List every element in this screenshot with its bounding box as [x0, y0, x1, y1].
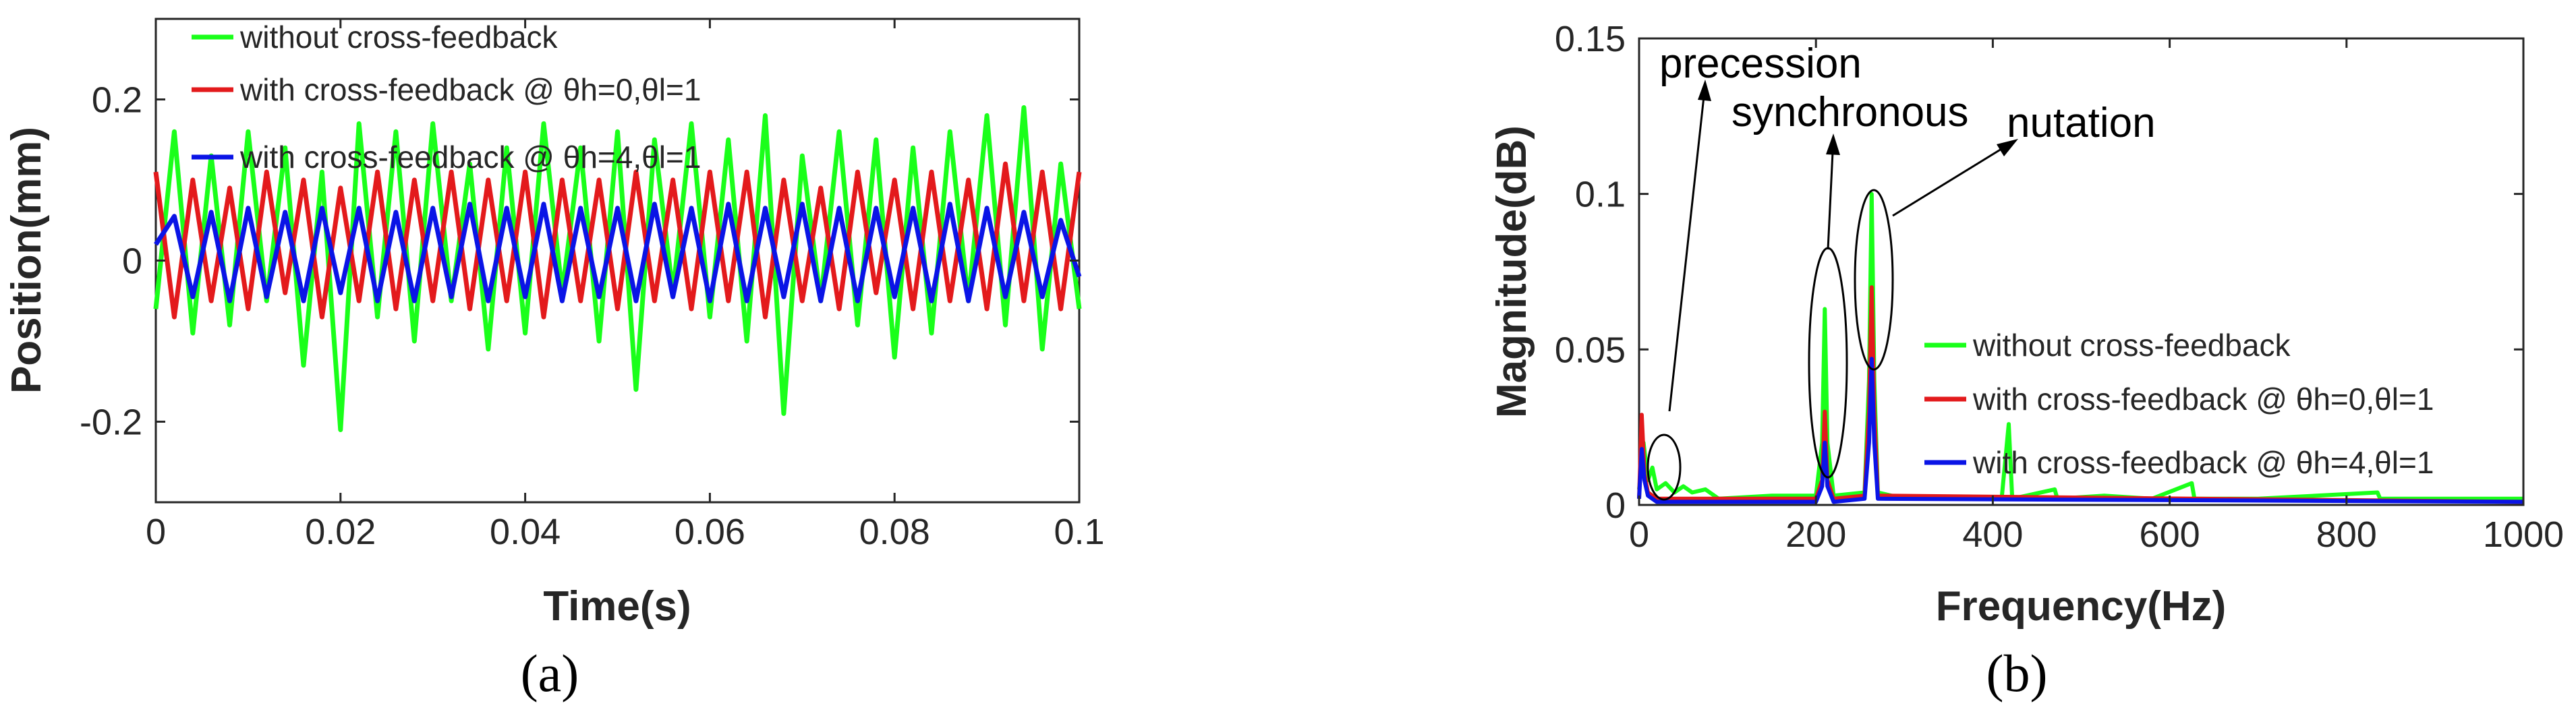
- legend-b-label-2: with cross-feedback @ θh=4,θl=1: [1972, 445, 2434, 480]
- x-tick-label-a: 0.06: [675, 512, 745, 552]
- x-tick-label-b: 1000: [2483, 514, 2564, 555]
- legend-b-label-0: without cross-feedback: [1972, 328, 2291, 363]
- y-axis-label-a: Position(mm): [3, 127, 50, 394]
- y-tick-label-b: 0: [1605, 485, 1626, 526]
- x-tick-label-b: 400: [1962, 514, 2023, 555]
- series-group-b: [1637, 191, 2524, 504]
- series-a-1-line: [153, 161, 1082, 320]
- plot-area-b: [1638, 37, 2525, 506]
- panel-a-time-domain: 0 0.02 0.04 0.06 0.08 0.1 -0.2 0 0.2 without cro…: [3, 18, 1105, 702]
- x-tick-label-b: 600: [2140, 514, 2200, 555]
- subfigure-label-a: (a): [521, 644, 579, 702]
- series-a-2-line: [154, 202, 1082, 303]
- y-axis-label-b: Magnitude(dB): [1489, 125, 1535, 418]
- panel-b-frequency-domain: 0 200 400 600 800 1000 0 0.05 0.1 0.15 precession…: [1489, 19, 2564, 702]
- annotations-b: [1647, 80, 2018, 501]
- synchronous-arrowhead: [1826, 133, 1840, 155]
- legend-b-label-1: with cross-feedback @ θh=0,θl=1: [1972, 382, 2434, 417]
- x-tick-label-a: 0.1: [1054, 512, 1104, 552]
- legend-a-label-2: with cross-feedback @ θh=4,θl=1: [239, 140, 701, 175]
- precession-arrow: [1668, 84, 1707, 412]
- subfigure-label-b: (b): [1986, 644, 2048, 702]
- legend-b: without cross-feedback with cross-feedba…: [1924, 328, 2434, 480]
- nutation-arrowhead: [1997, 139, 2018, 156]
- y-tick-label-a: 0: [122, 241, 142, 282]
- ticks-group-a: 0 0.02 0.04 0.06 0.08 0.1 -0.2 0 0.2: [80, 19, 1105, 552]
- x-tick-label-a: 0.02: [305, 512, 376, 552]
- nutation-ellipse: [1854, 189, 1894, 371]
- y-tick-label-b: 0.05: [1555, 330, 1626, 370]
- legend-a-label-1: with cross-feedback @ θh=0,θl=1: [239, 72, 701, 107]
- legend-a: without cross-feedback with cross-feedba…: [192, 20, 701, 175]
- series-b-2-line: [1637, 357, 2524, 504]
- annotation-nutation: nutation: [2007, 100, 2156, 146]
- x-tick-label-a: 0: [146, 512, 166, 552]
- precession-ellipse: [1647, 433, 1682, 501]
- x-tick-label-b: 200: [1785, 514, 1846, 555]
- synchronous-arrow: [1827, 138, 1835, 250]
- annotation-synchronous: synchronous: [1731, 89, 1969, 136]
- y-tick-label-b: 0.1: [1575, 175, 1626, 215]
- x-tick-label-b: 0: [1629, 514, 1649, 555]
- x-tick-label-a: 0.04: [490, 512, 561, 552]
- x-tick-label-a: 0.08: [859, 512, 930, 552]
- x-axis-label-b: Frequency(Hz): [1936, 583, 2227, 630]
- x-tick-label-b: 800: [2316, 514, 2377, 555]
- y-tick-label-b: 0.15: [1555, 19, 1626, 59]
- x-axis-label-a: Time(s): [543, 583, 691, 630]
- legend-a-label-0: without cross-feedback: [239, 20, 558, 55]
- series-group-a: [153, 105, 1082, 432]
- ticks-group-b: 0 200 400 600 800 1000 0 0.05 0.1 0.15: [1555, 19, 2564, 555]
- nutation-arrow: [1892, 140, 2014, 217]
- y-tick-label-a: 0.2: [92, 80, 142, 121]
- annotation-precession: precession: [1659, 40, 1862, 87]
- y-tick-label-a: -0.2: [80, 402, 142, 443]
- precession-arrowhead: [1698, 80, 1711, 101]
